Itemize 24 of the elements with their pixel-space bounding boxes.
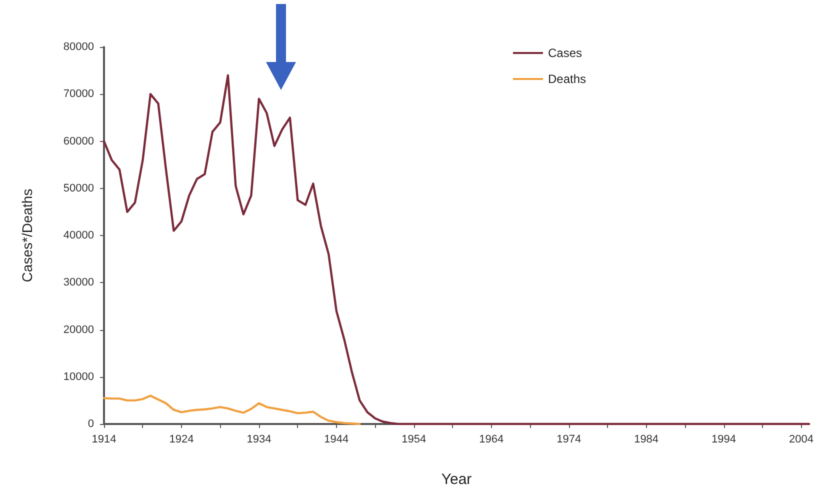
y-tick-label: 10000 <box>63 370 94 383</box>
y-tick-label: 30000 <box>63 276 94 289</box>
legend-label: Cases <box>548 46 582 60</box>
x-tick-label: 1944 <box>324 434 349 446</box>
x-tick-label: 1964 <box>479 434 504 446</box>
y-tick-label: 40000 <box>63 230 94 242</box>
y-tick-label: 70000 <box>63 88 94 100</box>
y-axis-title: Cases*/Deaths <box>19 188 35 282</box>
x-tick-label: 1994 <box>712 434 736 446</box>
x-tick-label: 1914 <box>92 434 116 446</box>
legend-label: Deaths <box>548 72 586 86</box>
x-tick-label: 1954 <box>402 434 426 446</box>
y-tick-label: 20000 <box>63 324 94 336</box>
x-tick-label: 1974 <box>556 434 582 446</box>
x-tick-label: 1984 <box>634 434 659 446</box>
y-tick-label: 60000 <box>63 135 94 148</box>
x-tick-label: 1934 <box>246 434 272 446</box>
line-series <box>102 394 361 426</box>
y-tick-label: 0 <box>88 418 94 430</box>
y-tick-label: 50000 <box>63 182 94 194</box>
x-axis-title: Year <box>441 471 472 488</box>
x-tick-label: 1924 <box>169 434 194 446</box>
x-tick-label: 2004 <box>789 434 814 446</box>
y-tick-label: 80000 <box>63 41 94 53</box>
